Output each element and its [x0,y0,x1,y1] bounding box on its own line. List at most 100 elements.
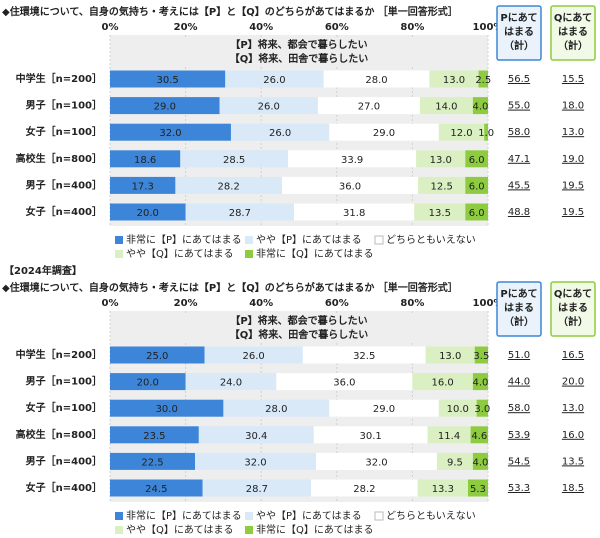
total-value: 18.5 [562,483,584,494]
value-label: 3.5 [473,351,489,362]
legend-swatch [374,511,384,521]
total-value: 54.5 [508,456,530,467]
value-label: 32.0 [159,128,181,139]
value-label: 13.0 [443,75,465,86]
category-label: 女子［n=100］ [26,125,102,138]
value-label: 24.5 [145,484,167,495]
total-header: Pにあて [500,11,537,24]
value-label: 28.0 [265,404,287,415]
value-label: 28.7 [229,208,251,219]
bar-segment [110,479,203,497]
total-value: 48.8 [508,207,530,218]
value-label: 20.0 [137,378,159,389]
value-label: 25.0 [146,351,168,362]
bar-segment [418,176,466,194]
total-header: Qにあて [554,287,592,300]
header-box [130,38,468,66]
value-label: 28.7 [246,484,268,495]
bar-segment [467,479,488,497]
value-label: 12.0 [450,128,472,139]
value-label: 13.5 [429,208,451,219]
bar-segment [474,346,488,364]
category-label: 女子［n=400］ [26,205,102,218]
value-label: 10.0 [447,404,469,415]
category-label: 男子［n=400］ [26,178,102,191]
category-label: 男子［n=400］ [26,454,102,467]
total-header: はまる [504,302,534,314]
legend-swatch [115,526,123,534]
value-label: 22.5 [141,457,163,468]
legend-swatch [245,236,253,244]
bar-segment [472,373,488,391]
bar-segment [414,203,466,221]
legend-label: 非常に【P】にあてはまる [126,509,242,522]
total-value: 16.0 [562,430,584,441]
x-tick-label: 60% [325,22,349,33]
total-header: Qにあて [554,11,592,24]
bar-segment [425,346,475,364]
bar-segment [465,203,488,221]
total-value: 44.0 [508,377,530,388]
x-tick-label: 0% [102,298,119,309]
bar-segment [316,452,437,470]
value-label: 26.0 [263,75,285,86]
category-label: 中学生［n=200］ [16,348,102,361]
value-label: 31.8 [343,208,365,219]
bar-segment [317,97,420,115]
bar-segment [180,150,289,168]
bar-segment [313,426,428,444]
bar-segment [202,479,312,497]
value-label: 18.6 [134,155,156,166]
value-label: 11.4 [438,431,460,442]
total-value: 15.5 [562,74,584,85]
value-label: 13.0 [430,155,452,166]
category-label: 高校生［n=800］ [16,428,102,441]
value-label: 28.2 [218,181,240,192]
bar-segment [329,399,439,417]
value-label: 33.9 [341,155,363,166]
value-label: 13.0 [439,351,461,362]
legend-label: やや【Q】にあてはまる [126,524,233,536]
bar-segment [472,97,488,115]
header-line: 【P】将来、都会で暮らしたい [230,38,367,51]
value-label: 24.0 [220,378,242,389]
value-label: 6.0 [469,155,485,166]
bar-segment [311,479,418,497]
category-label: 中学生［n=200］ [16,72,102,85]
x-tick-label: 0% [102,22,119,33]
bar-segment [110,150,181,168]
bar-segment [465,150,488,168]
note: 【2024年調査】 [4,264,82,277]
total-value: 58.0 [508,403,530,414]
legend-label: 非常に【Q】にあてはまる [256,523,373,536]
bar-segment [416,150,466,168]
value-label: 29.0 [373,128,395,139]
value-label: 36.0 [333,378,355,389]
x-tick-label: 60% [325,298,349,309]
value-label: 26.0 [269,128,291,139]
bar-segment [204,346,303,364]
value-label: 29.0 [373,404,395,415]
legend-swatch [245,250,253,258]
x-tick-label: 40% [249,22,273,33]
total-value: 55.0 [508,101,530,112]
total-value: 18.0 [562,101,584,112]
bar-segment [329,123,439,141]
bar-segment [110,452,196,470]
bar-segment [417,479,468,497]
legend-label: やや【P】にあてはまる [256,510,362,522]
total-value: 19.0 [562,154,584,165]
x-tick-label: 100% [473,22,504,33]
bar-segment [110,97,220,115]
value-label: 16.0 [432,378,454,389]
legend-swatch [115,250,123,258]
category-label: 女子［n=100］ [26,401,102,414]
legend-swatch [245,526,253,534]
value-label: 28.0 [365,75,387,86]
value-label: 12.5 [431,181,453,192]
total-value: 19.5 [562,207,584,218]
bar-segment [110,123,231,141]
value-label: 4.0 [472,378,488,389]
total-header: （計） [504,315,534,328]
value-label: 20.0 [137,208,159,219]
